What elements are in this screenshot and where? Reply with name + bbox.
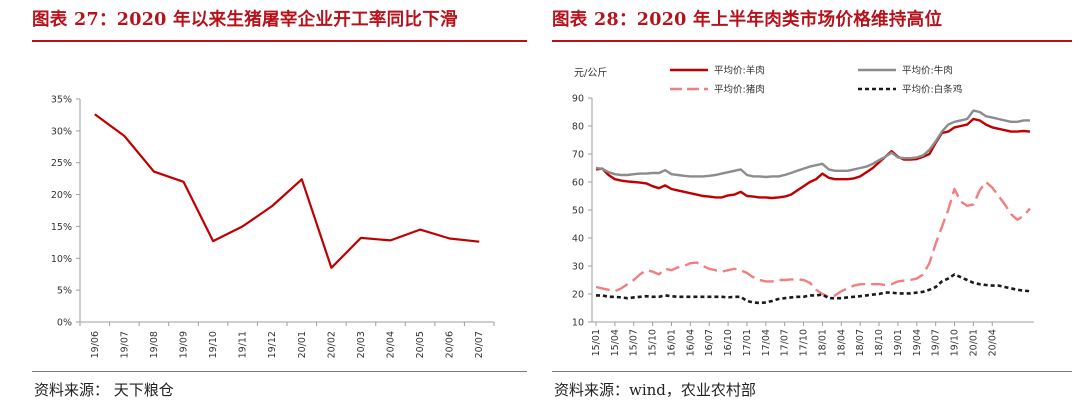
series-line-chicken — [596, 273, 1031, 305]
source-left: 资料来源： 天下粮仓 — [34, 381, 174, 399]
x-tick-label: 16/10 — [723, 329, 734, 356]
x-tick-label: 19/06 — [90, 331, 101, 358]
legend-pork: 平均价:猪肉 — [670, 84, 765, 96]
x-tick-label: 19/10 — [208, 331, 219, 358]
x-tick-label: 16/04 — [685, 329, 696, 356]
y-tick-label: 5% — [57, 286, 72, 297]
x-tick-label: 17/07 — [780, 329, 791, 356]
x-tick-label: 19/01 — [893, 329, 904, 356]
x-tick-label: 19/12 — [267, 331, 278, 358]
series-line-pork — [595, 180, 1031, 298]
x-tick-label: 20/01 — [297, 331, 308, 358]
x-tick-label: 18/04 — [836, 329, 847, 356]
x-tick-label: 19/10 — [950, 329, 961, 356]
y-axis-unit-label: 元/公斤 — [574, 67, 607, 79]
x-tick-label: 17/01 — [742, 329, 753, 356]
y-tick-label: 90 — [572, 94, 584, 105]
legend-beef: 平均价:牛肉 — [858, 65, 953, 77]
legend-label: 平均价:牛肉 — [902, 65, 953, 77]
legend-label: 平均价:白条鸡 — [902, 84, 962, 96]
y-tick-label: 10 — [572, 318, 584, 329]
x-tick-label: 18/01 — [817, 329, 828, 356]
y-tick-label: 20% — [51, 190, 72, 201]
y-tick-label: 20 — [572, 290, 584, 301]
y-tick-label: 35% — [51, 95, 72, 106]
title-rule-left — [32, 40, 527, 42]
x-tick-label: 16/01 — [666, 329, 677, 356]
y-tick-label: 10% — [51, 254, 72, 265]
x-tick-label: 18/10 — [874, 329, 885, 356]
x-tick-label: 15/01 — [591, 329, 602, 356]
y-tick-label: 80 — [572, 122, 584, 133]
x-tick-label: 19/09 — [179, 331, 190, 358]
x-tick-label: 15/10 — [648, 329, 659, 356]
x-tick-label: 20/04 — [987, 329, 998, 356]
x-tick-label: 20/07 — [474, 331, 485, 358]
x-tick-label: 19/07 — [931, 329, 942, 356]
chart-left-plot: 0% 5% 10% 15% 20% 25% 30% 35% 19/06 19/07 19/08 19/… — [51, 95, 495, 358]
x-tick-label: 16/07 — [704, 329, 715, 356]
legend-chicken: 平均价:白条鸡 — [858, 84, 962, 96]
x-tick-label: 19/04 — [912, 329, 923, 356]
x-tick-label: 20/06 — [445, 331, 456, 358]
series-line-mutton — [595, 117, 1031, 200]
legend-label: 平均价:羊肉 — [714, 65, 765, 77]
chart-panel-right: 图表 28：2020 年上半年肉类市场价格维持高位 元/公斤 10 20 30 40 50… — [548, 0, 1080, 415]
x-tick-label: 19/08 — [149, 331, 160, 358]
x-tick-label: 18/07 — [855, 329, 866, 356]
chart-title-right: 图表 28：2020 年上半年肉类市场价格维持高位 — [552, 10, 943, 30]
y-tick-label: 25% — [51, 158, 72, 169]
y-tick-label: 40 — [572, 234, 584, 245]
x-tick-label: 20/01 — [968, 329, 979, 356]
y-tick-label: 30 — [572, 262, 584, 273]
y-tick-label: 15% — [51, 222, 72, 233]
y-tick-label: 50 — [572, 206, 584, 217]
y-tick-label: 30% — [51, 126, 72, 137]
x-tick-label: 19/11 — [238, 331, 249, 358]
chart-panel-left: 图表 27：2020 年以来生猪屠宰企业开工率同比下滑 0% 5% 10% 15% 20… — [0, 0, 535, 415]
series-line-beef — [595, 109, 1030, 179]
x-tick-label: 20/05 — [415, 331, 426, 358]
x-tick-label: 20/02 — [326, 331, 337, 358]
chart-title-left: 图表 27：2020 年以来生猪屠宰企业开工率同比下滑 — [32, 10, 458, 30]
legend-label: 平均价:猪肉 — [714, 84, 765, 96]
x-tick-label: 17/04 — [761, 329, 772, 356]
y-tick-label: 60 — [572, 178, 584, 189]
x-tick-label: 20/03 — [356, 331, 367, 358]
y-tick-label: 0% — [57, 318, 72, 329]
x-tick-label: 20/04 — [386, 331, 397, 358]
x-tick-label: 17/10 — [799, 329, 810, 356]
x-tick-label: 19/07 — [119, 331, 130, 358]
legend-mutton: 平均价:羊肉 — [670, 65, 765, 77]
y-tick-label: 70 — [572, 150, 584, 161]
title-rule-right — [552, 40, 1072, 42]
x-tick-label: 15/07 — [629, 329, 640, 356]
x-tick-label: 15/04 — [610, 329, 621, 356]
source-rule-left — [32, 371, 527, 372]
chart-right-plot: 元/公斤 10 20 30 40 50 60 70 80 90 15/01 15/04 15/07 15/… — [572, 65, 1034, 356]
source-rule-right — [552, 371, 1072, 372]
series-line-utilization — [94, 113, 480, 269]
source-right: 资料来源：wind，农业农村部 — [554, 381, 756, 399]
